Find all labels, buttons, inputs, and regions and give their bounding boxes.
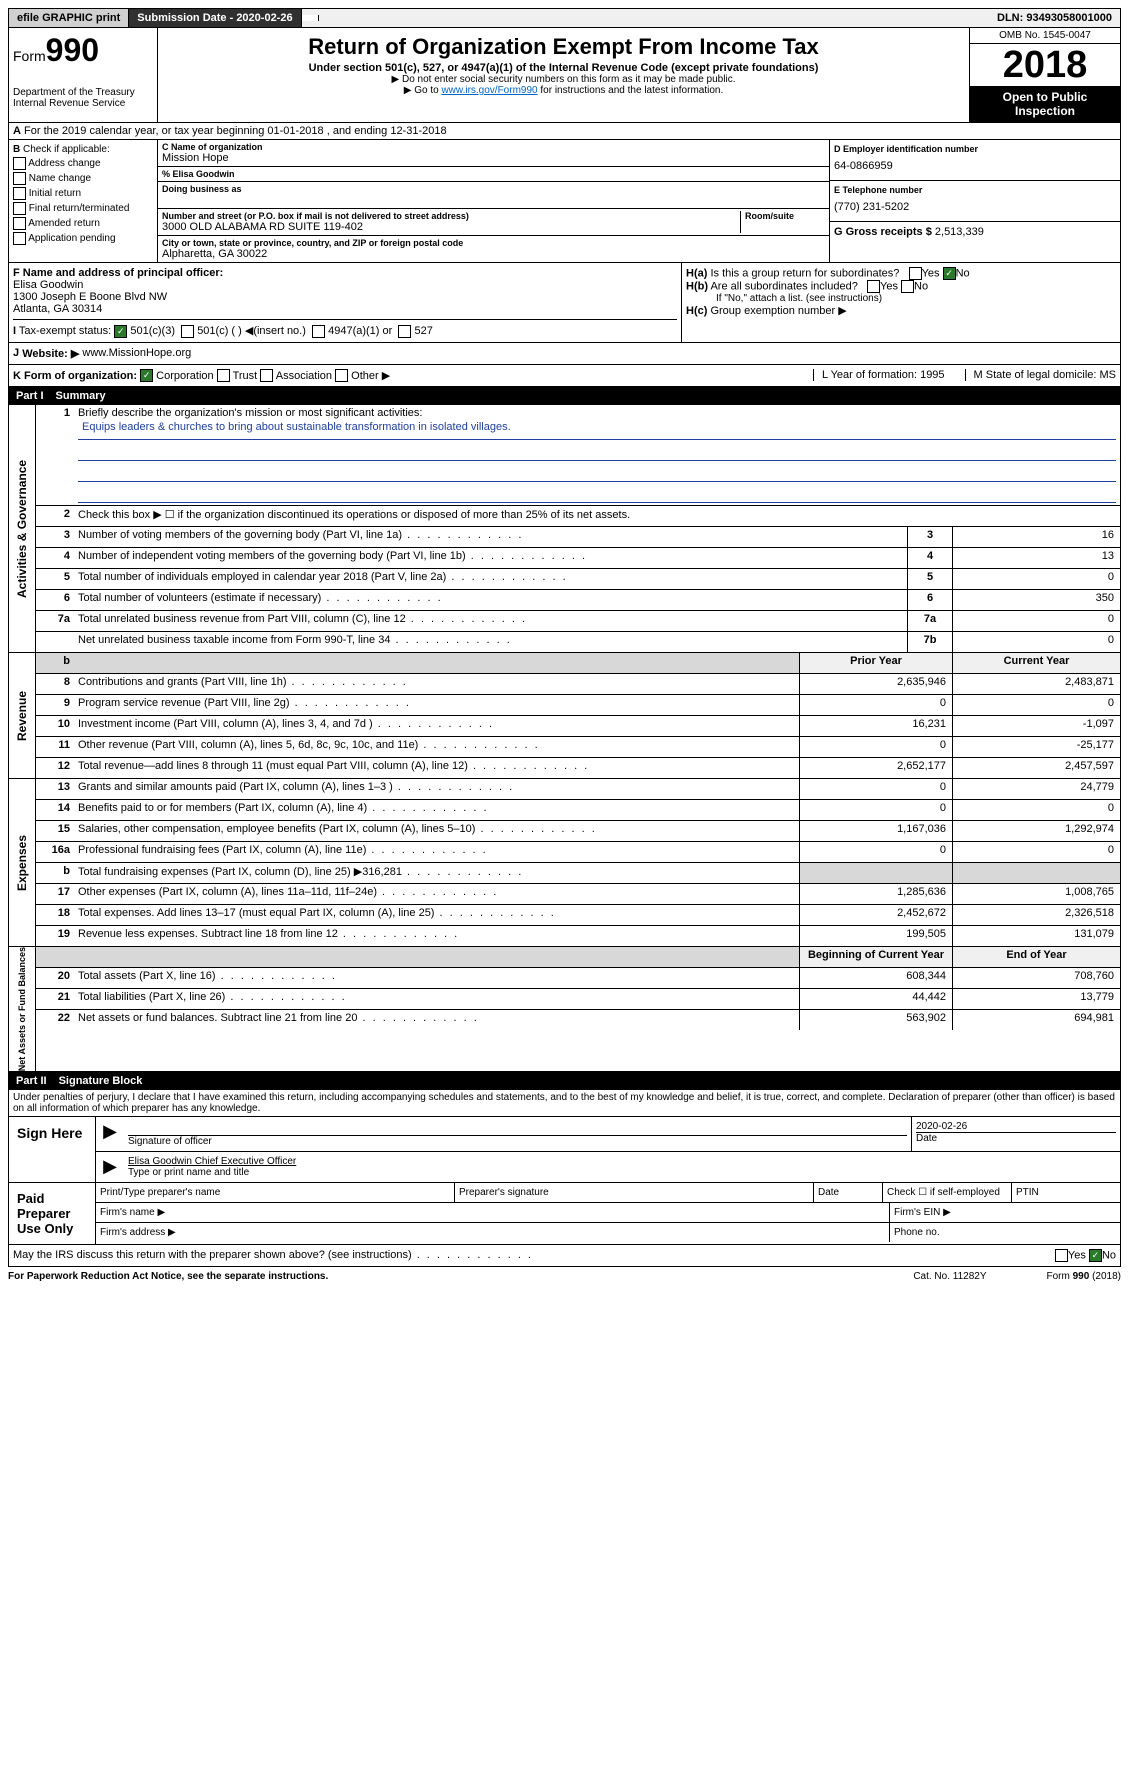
- box-h: H(a) Is this a group return for subordin…: [682, 263, 1120, 342]
- line-21: 21Total liabilities (Part X, line 26) 44…: [36, 989, 1120, 1010]
- ein: 64-0866959: [834, 160, 1116, 172]
- paid-preparer-block: Paid Preparer Use Only Print/Type prepar…: [8, 1183, 1121, 1245]
- row-k: K Form of organization: Corporation Trus…: [8, 365, 1121, 388]
- form-number: Form990: [13, 32, 153, 69]
- side-netassets: Net Assets or Fund Balances: [9, 947, 36, 1071]
- 501c-checkbox[interactable]: [181, 325, 194, 338]
- date-blank: [302, 15, 319, 21]
- telephone: (770) 231-5202: [834, 201, 1116, 213]
- box-g: G Gross receipts $ 2,513,339: [830, 222, 1120, 262]
- netassets-section: Net Assets or Fund Balances Beginning of…: [8, 947, 1121, 1072]
- dln: DLN: 93493058001000: [989, 9, 1120, 27]
- dept-label: Department of the Treasury Internal Reve…: [13, 87, 153, 109]
- 527-checkbox[interactable]: [398, 325, 411, 338]
- note-link: ▶ Go to www.irs.gov/Form990 for instruct…: [162, 85, 965, 96]
- officer-name: Elisa Goodwin Chief Executive Officer: [128, 1156, 1116, 1167]
- box-d: D Employer identification number 64-0866…: [830, 140, 1120, 181]
- line-11: 11Other revenue (Part VIII, column (A), …: [36, 737, 1120, 758]
- line-b: bTotal fundraising expenses (Part IX, co…: [36, 863, 1120, 884]
- tax-year: 2018: [970, 44, 1120, 86]
- line-18: 18Total expenses. Add lines 13–17 (must …: [36, 905, 1120, 926]
- sign-here-block: Sign Here ▶ Signature of officer 2020-02…: [8, 1117, 1121, 1183]
- state-domicile: M State of legal domicile: MS: [965, 369, 1116, 381]
- line-4: 4Number of independent voting members of…: [36, 548, 1120, 569]
- box-e: E Telephone number (770) 231-5202: [830, 181, 1120, 222]
- line-12: 12Total revenue—add lines 8 through 11 (…: [36, 758, 1120, 778]
- line-3: 3Number of voting members of the governi…: [36, 527, 1120, 548]
- city-address: Alpharetta, GA 30022: [162, 248, 825, 260]
- line-8: 8Contributions and grants (Part VIII, li…: [36, 674, 1120, 695]
- year-formation: L Year of formation: 1995: [813, 369, 945, 381]
- line-22: 22Net assets or fund balances. Subtract …: [36, 1010, 1120, 1030]
- box-b: B Check if applicable: Address change Na…: [9, 140, 158, 262]
- side-revenue: Revenue: [9, 653, 36, 778]
- part1-header: Part I Summary: [8, 387, 1121, 405]
- note-ssn: ▶ Do not enter social security numbers o…: [162, 74, 965, 85]
- line-14: 14Benefits paid to or for members (Part …: [36, 800, 1120, 821]
- expenses-section: Expenses 13Grants and similar amounts pa…: [8, 779, 1121, 947]
- side-governance: Activities & Governance: [9, 405, 36, 652]
- line-: Net unrelated business taxable income fr…: [36, 632, 1120, 652]
- line-16a: 16aProfessional fundraising fees (Part I…: [36, 842, 1120, 863]
- org-name: Mission Hope: [162, 152, 825, 164]
- gross-receipts: 2,513,339: [935, 226, 984, 238]
- line-15: 15Salaries, other compensation, employee…: [36, 821, 1120, 842]
- top-bar: efile GRAPHIC print Submission Date - 20…: [8, 8, 1121, 28]
- mission-text: Equips leaders & churches to bring about…: [78, 419, 1116, 440]
- form-subtitle: Under section 501(c), 527, or 4947(a)(1)…: [162, 62, 965, 74]
- box-f: F Name and address of principal officer:…: [13, 267, 677, 315]
- line-17: 17Other expenses (Part IX, column (A), l…: [36, 884, 1120, 905]
- form-header: Form990 Department of the Treasury Inter…: [8, 28, 1121, 123]
- inspection-badge: Open to Public Inspection: [970, 86, 1120, 122]
- submission-date: Submission Date - 2020-02-26: [129, 9, 301, 27]
- line-13: 13Grants and similar amounts paid (Part …: [36, 779, 1120, 800]
- 4947-checkbox[interactable]: [312, 325, 325, 338]
- form-title: Return of Organization Exempt From Incom…: [162, 34, 965, 60]
- part2-header: Part II Signature Block: [8, 1072, 1121, 1090]
- row-a: A For the 2019 calendar year, or tax yea…: [8, 123, 1121, 140]
- 501c3-checkbox[interactable]: [114, 325, 127, 338]
- entity-block: B Check if applicable: Address change Na…: [8, 140, 1121, 263]
- efile-button[interactable]: efile GRAPHIC print: [9, 9, 129, 27]
- perjury-text: Under penalties of perjury, I declare th…: [8, 1090, 1121, 1117]
- line-19: 19Revenue less expenses. Subtract line 1…: [36, 926, 1120, 946]
- omb-number: OMB No. 1545-0047: [970, 28, 1120, 44]
- page-footer: For Paperwork Reduction Act Notice, see …: [8, 1267, 1121, 1286]
- corp-checkbox[interactable]: [140, 369, 153, 382]
- line-7a: 7aTotal unrelated business revenue from …: [36, 611, 1120, 632]
- website: www.MissionHope.org: [82, 347, 191, 359]
- box-c: C Name of organization Mission Hope % El…: [158, 140, 830, 262]
- row-fh: F Name and address of principal officer:…: [8, 263, 1121, 343]
- line-6: 6Total number of volunteers (estimate if…: [36, 590, 1120, 611]
- line-9: 9Program service revenue (Part VIII, lin…: [36, 695, 1120, 716]
- irs-link[interactable]: www.irs.gov/Form990: [441, 85, 537, 96]
- side-expenses: Expenses: [9, 779, 36, 946]
- revenue-section: Revenue bPrior YearCurrent Year 8Contrib…: [8, 653, 1121, 779]
- line-10: 10Investment income (Part VIII, column (…: [36, 716, 1120, 737]
- line-20: 20Total assets (Part X, line 16) 608,344…: [36, 968, 1120, 989]
- row-j: J Website: ▶ www.MissionHope.org: [8, 343, 1121, 365]
- discuss-row: May the IRS discuss this return with the…: [8, 1245, 1121, 1267]
- sig-date: 2020-02-26: [916, 1121, 1116, 1132]
- line-5: 5Total number of individuals employed in…: [36, 569, 1120, 590]
- street-address: 3000 OLD ALABAMA RD SUITE 119-402: [162, 221, 740, 233]
- governance-section: Activities & Governance 1 Briefly descri…: [8, 405, 1121, 653]
